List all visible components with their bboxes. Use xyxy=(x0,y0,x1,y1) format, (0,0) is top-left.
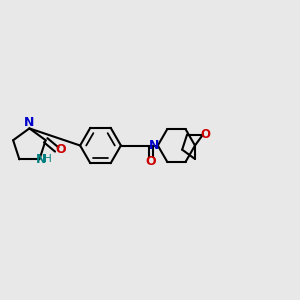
Text: H: H xyxy=(44,154,51,164)
Text: O: O xyxy=(146,154,156,168)
Text: O: O xyxy=(56,143,66,156)
Text: N: N xyxy=(149,139,159,152)
Text: N: N xyxy=(36,153,46,166)
Text: N: N xyxy=(24,116,34,130)
Text: O: O xyxy=(200,128,210,141)
